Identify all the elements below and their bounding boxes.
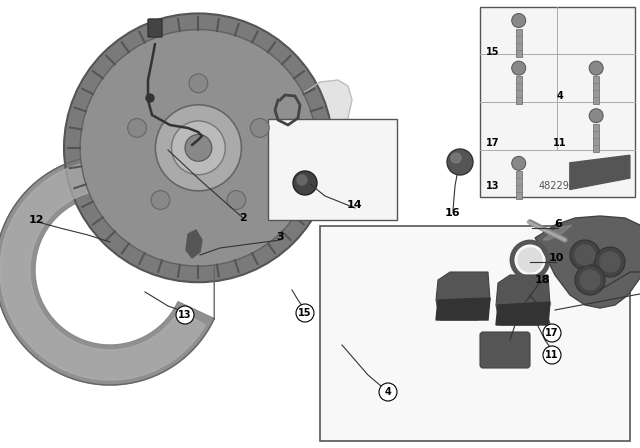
Polygon shape	[436, 298, 490, 320]
Circle shape	[250, 119, 269, 138]
Circle shape	[379, 383, 397, 401]
Text: 11: 11	[553, 138, 567, 148]
Text: 16: 16	[445, 208, 461, 218]
Text: 14: 14	[347, 200, 363, 210]
Circle shape	[447, 149, 473, 175]
Text: 13: 13	[179, 310, 192, 320]
Polygon shape	[535, 216, 640, 308]
Circle shape	[589, 109, 603, 123]
Circle shape	[127, 119, 147, 138]
Circle shape	[293, 171, 317, 195]
Text: 2: 2	[239, 213, 247, 223]
Circle shape	[64, 13, 333, 282]
Bar	[593, 76, 599, 104]
Polygon shape	[0, 155, 214, 385]
Text: 15: 15	[486, 47, 500, 56]
Circle shape	[80, 30, 317, 266]
Circle shape	[580, 270, 600, 290]
Circle shape	[518, 248, 542, 272]
Bar	[516, 29, 522, 56]
Circle shape	[185, 134, 212, 161]
Text: 15: 15	[298, 308, 312, 318]
Polygon shape	[543, 225, 572, 240]
Circle shape	[296, 304, 314, 322]
Circle shape	[589, 61, 603, 75]
Bar	[516, 171, 522, 199]
Polygon shape	[436, 272, 490, 320]
Circle shape	[227, 190, 246, 209]
Circle shape	[512, 156, 525, 170]
Text: 18: 18	[534, 275, 550, 285]
Text: 17: 17	[545, 328, 559, 338]
FancyBboxPatch shape	[480, 332, 530, 368]
Circle shape	[512, 13, 525, 27]
Bar	[593, 124, 599, 152]
Circle shape	[297, 175, 307, 185]
Circle shape	[595, 247, 625, 277]
Text: 12: 12	[28, 215, 44, 225]
Text: 6: 6	[554, 219, 562, 229]
Polygon shape	[570, 155, 630, 190]
Circle shape	[570, 240, 600, 270]
Polygon shape	[186, 230, 202, 258]
Bar	[516, 76, 522, 104]
Circle shape	[600, 252, 620, 272]
Circle shape	[172, 121, 225, 175]
Text: 17: 17	[486, 138, 500, 148]
Circle shape	[146, 94, 154, 102]
Circle shape	[151, 190, 170, 209]
Text: 10: 10	[548, 253, 564, 263]
Circle shape	[451, 153, 461, 163]
Circle shape	[176, 306, 194, 324]
Circle shape	[156, 105, 241, 191]
Circle shape	[543, 346, 561, 364]
Bar	[268, 119, 397, 220]
FancyBboxPatch shape	[148, 19, 162, 37]
Polygon shape	[0, 160, 205, 380]
Circle shape	[575, 265, 605, 295]
Circle shape	[189, 74, 208, 93]
Text: 4: 4	[385, 387, 392, 397]
Text: 4: 4	[557, 91, 563, 101]
Text: 13: 13	[486, 181, 500, 191]
Polygon shape	[290, 160, 330, 215]
Circle shape	[575, 245, 595, 265]
Text: 11: 11	[545, 350, 559, 360]
Bar	[320, 226, 630, 441]
Polygon shape	[298, 80, 352, 165]
Text: 3: 3	[276, 232, 284, 242]
Bar	[480, 7, 635, 197]
Polygon shape	[496, 275, 550, 325]
Polygon shape	[496, 302, 550, 325]
Text: 482295: 482295	[539, 181, 576, 191]
Circle shape	[512, 61, 525, 75]
Circle shape	[543, 324, 561, 342]
